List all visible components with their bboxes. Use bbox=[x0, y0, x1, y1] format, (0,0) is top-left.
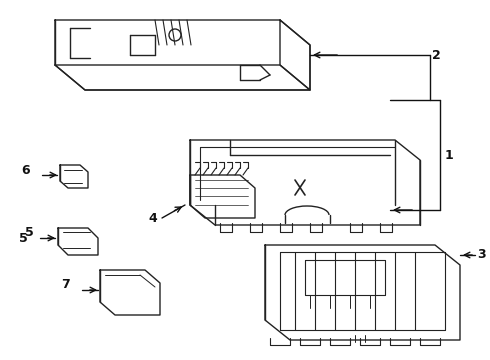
Text: 2: 2 bbox=[432, 49, 441, 62]
Text: 5: 5 bbox=[25, 226, 34, 239]
Text: 7: 7 bbox=[61, 279, 70, 292]
Text: 3: 3 bbox=[477, 248, 486, 261]
Text: 5: 5 bbox=[19, 231, 28, 244]
Text: 4: 4 bbox=[148, 212, 157, 225]
Text: 6: 6 bbox=[22, 163, 30, 176]
Text: 1: 1 bbox=[445, 149, 454, 162]
